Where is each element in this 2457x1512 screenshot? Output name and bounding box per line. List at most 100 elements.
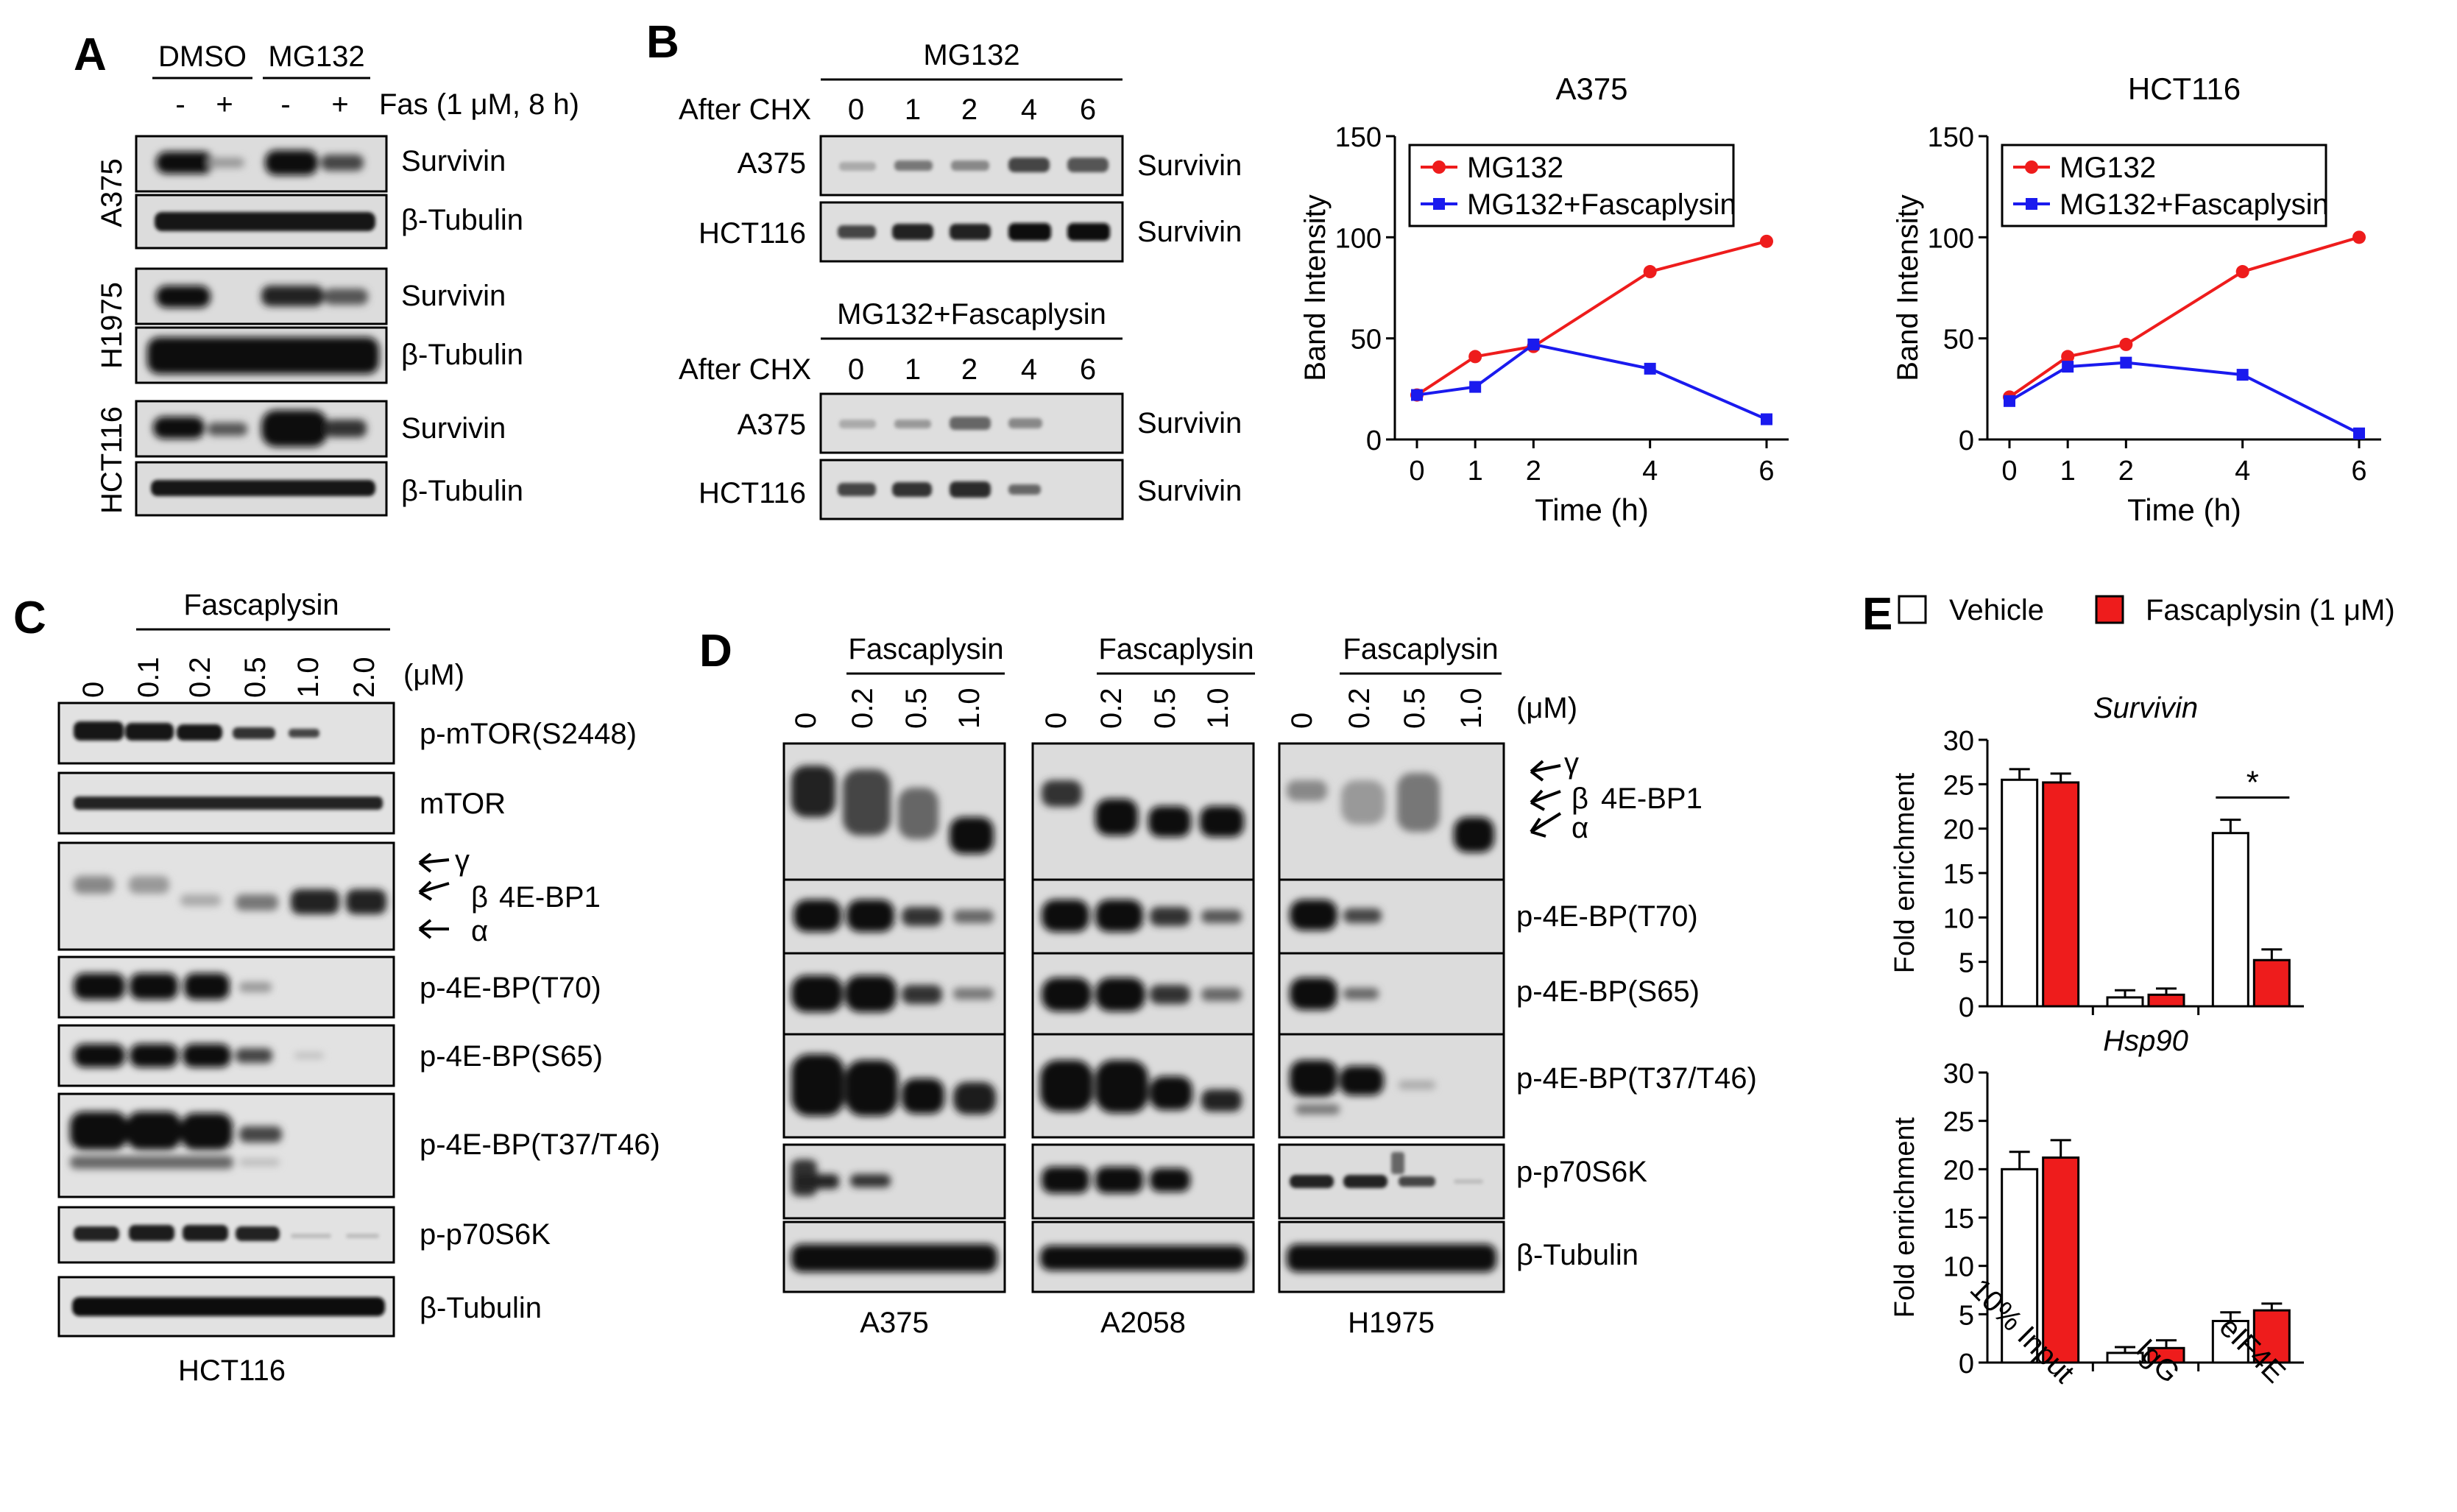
panel-c: Fascaplysin 0 0.1 0.2 0.5 1.0 2.0 (μM) p-mTOR… — [57, 589, 660, 1387]
y-tick-label: 25 — [1943, 770, 1974, 801]
legend-marker — [2025, 160, 2038, 174]
legend-swatch — [2095, 595, 2124, 624]
blot-c-p-4ebp-t70 — [57, 955, 395, 1019]
data-point — [2236, 369, 2249, 381]
blot-d-h1975-t37 — [1278, 1033, 1505, 1139]
blot-label: p-p70S6K — [1516, 1156, 1647, 1188]
blot-c-p-4ebp-s65 — [57, 1024, 395, 1087]
data-point — [1411, 389, 1423, 401]
y-tick-label: 50 — [1943, 325, 1974, 356]
cell-line-label: A2058 — [1100, 1307, 1186, 1339]
drug-label: Fascaplysin — [1343, 633, 1498, 665]
dose-labels: 0 0.2 0.5 1.0 0 0.2 0.5 1.0 0 0.2 0.5 1.0 — [790, 688, 1488, 729]
dose-label: 0.2 — [1343, 688, 1376, 729]
blot-d-a375-t37 — [782, 1033, 1006, 1139]
y-tick-label: 100 — [1928, 223, 1974, 254]
blot-label: mTOR — [420, 788, 506, 820]
blot-b-mg132-a375 — [819, 135, 1124, 197]
series-line — [2008, 361, 2360, 435]
dose-label: 0 — [790, 713, 822, 729]
blot-d-a2058-t37 — [1031, 1033, 1255, 1139]
dose-label: 1.0 — [1202, 688, 1234, 729]
dose-label: 1.0 — [292, 657, 325, 698]
legend-label: MG132 — [1467, 152, 1563, 184]
time-label: 0 — [848, 93, 864, 126]
x-tick-label: 2 — [1526, 456, 1541, 487]
isoform-arrows — [418, 852, 450, 939]
bar — [2211, 1320, 2249, 1364]
blot-d-a2058-s65 — [1031, 952, 1255, 1036]
legend-label: MG132+Fascaplysin — [1467, 188, 1736, 221]
after-chx-label: After CHX — [679, 93, 811, 126]
legend-marker — [1432, 160, 1446, 174]
blot-label: p-4E-BP(T37/T46) — [1516, 1062, 1757, 1095]
x-tick-label: 0 — [2001, 456, 2017, 487]
drug-label: Fascaplysin — [848, 633, 1003, 665]
significance-mark: * — [2246, 764, 2259, 800]
bar — [2042, 1156, 2080, 1364]
blot-d-a375-tubulin — [782, 1220, 1006, 1293]
y-tick-label: 15 — [1943, 1204, 1974, 1234]
drug-group-a375: Fascaplysin — [846, 633, 1005, 675]
x-tick-label: 1 — [2060, 456, 2076, 487]
isoform-gamma: γ — [1564, 747, 1579, 780]
blot-label: p-4E-BP(T70) — [420, 972, 601, 1004]
y-tick-label: 20 — [1943, 1155, 1974, 1186]
drug-group-a2058: Fascaplysin — [1097, 633, 1255, 675]
dose-label: 0 — [1040, 713, 1072, 729]
blot-label: Survivin — [1137, 149, 1242, 182]
legend-marker — [2026, 198, 2037, 210]
data-point — [2062, 361, 2074, 373]
cell-line-label: H1975 — [1348, 1307, 1435, 1339]
unit-label: (μM) — [403, 659, 464, 691]
blot-label: p-4E-BP(T37/T46) — [420, 1128, 660, 1161]
row-label: A375 — [738, 409, 806, 441]
chart-title: Survivin — [2093, 692, 2198, 724]
y-tick-label: 30 — [1943, 726, 1974, 757]
blot-label: β-Tubulin — [1516, 1239, 1638, 1271]
blot-a375-tubulin — [135, 194, 388, 250]
dose-label: 0 — [1286, 713, 1318, 729]
dose-label: 0.2 — [846, 688, 879, 729]
x-tick-label: 1 — [1468, 456, 1483, 487]
y-tick-label: 10 — [1943, 1252, 1974, 1283]
dose-label: 0.1 — [132, 657, 165, 698]
blot-h1975-tubulin — [135, 326, 388, 384]
blot-d-h1975-4ebp1 — [1278, 742, 1505, 881]
dose-label: 2.0 — [348, 657, 381, 698]
row-label: HCT116 — [699, 477, 806, 509]
lane-sign: - — [280, 88, 290, 121]
legend-label: Vehicle — [1949, 594, 2044, 626]
group-label-mg132: MG132 — [268, 40, 364, 73]
dose-label: 0.2 — [1095, 688, 1128, 729]
isoform-alpha: α — [471, 915, 488, 947]
blot-label: β-Tubulin — [420, 1292, 542, 1324]
blot-d-a2058-tubulin — [1031, 1220, 1255, 1293]
legend-label: MG132+Fascaplysin — [2060, 188, 2329, 221]
data-point — [1761, 413, 1772, 425]
y-axis-label: Fold enrichment — [1889, 772, 1920, 973]
treatment-label: Fas (1 μM, 8 h) — [379, 88, 579, 121]
legend-box — [1408, 144, 1735, 227]
panel-letter-b: B — [646, 17, 679, 68]
line-chart-a375: A375 0 50 100 150 0 1 2 4 6 Time (h) Band Intensity… — [1299, 71, 1789, 527]
blot-d-a2058-p70s6k — [1031, 1143, 1255, 1220]
blot-label: Survivin — [401, 145, 506, 177]
blot-d-h1975-p70s6k — [1278, 1143, 1505, 1220]
x-axis-label: Time (h) — [1535, 492, 1649, 527]
isoform-arrows — [1530, 760, 1562, 838]
panel-letter-c: C — [13, 593, 46, 643]
y-tick-label: 15 — [1943, 859, 1974, 890]
x-tick-label: 0 — [1409, 456, 1424, 487]
x-tick-label: 2 — [2118, 456, 2134, 487]
blot-header-mg132-fascaplysin: MG132+Fascaplysin — [837, 298, 1106, 331]
blot-c-p-4ebp-t37 — [57, 1092, 395, 1198]
series-line — [2008, 236, 2360, 398]
blot-label: p-mTOR(S2448) — [420, 718, 637, 750]
blot-c-tubulin — [57, 1276, 395, 1338]
blot-label: 4E-BP1 — [1601, 783, 1703, 815]
blot-label: p-4E-BP(S65) — [420, 1040, 603, 1073]
y-axis-label: Fold enrichment — [1889, 1117, 1920, 1318]
blot-label: Survivin — [1137, 475, 1242, 507]
cell-line-label: A375 — [860, 1307, 928, 1339]
